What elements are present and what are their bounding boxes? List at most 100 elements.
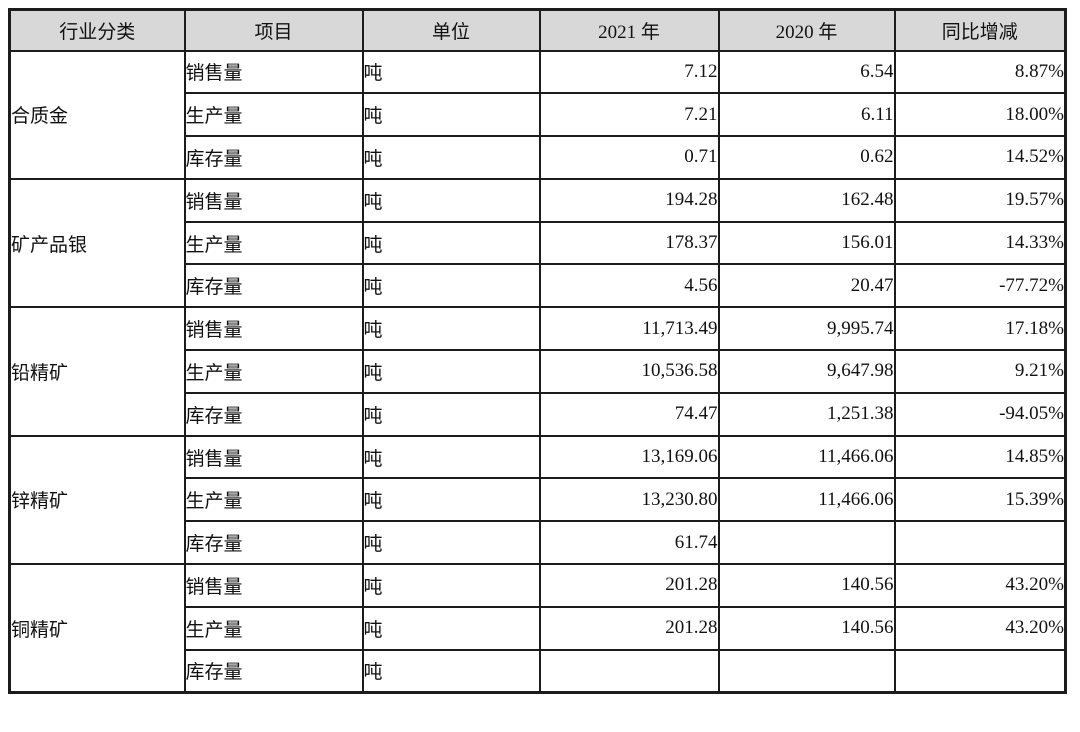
yoy-change-cell: 14.52% xyxy=(893,135,1067,180)
category-cell: 铅精矿 xyxy=(8,306,186,437)
category-cell: 锌精矿 xyxy=(8,434,186,566)
unit-cell: 吨 xyxy=(361,177,541,223)
value-2020-cell: 9,647.98 xyxy=(717,349,896,394)
unit-cell: 吨 xyxy=(361,49,541,95)
value-2020-cell: 0.62 xyxy=(717,135,896,180)
header-row: 行业分类 项目 单位 2021 年 2020 年 同比增减 xyxy=(8,8,1067,52)
header-yoy-change: 同比增减 xyxy=(893,8,1067,52)
yoy-change-cell xyxy=(893,648,1067,694)
yoy-change-cell: 9.21% xyxy=(893,349,1067,394)
table-row: 生产量吨 7.21 6.11 18.00% xyxy=(10,92,1067,138)
item-cell: 库存量 xyxy=(183,263,364,309)
yoy-change-cell: 15.39% xyxy=(893,477,1067,523)
yoy-change-cell: 8.87% xyxy=(893,49,1067,95)
value-2021-cell: 13,230.80 xyxy=(538,477,720,523)
unit-cell: 吨 xyxy=(361,605,541,651)
unit-cell: 吨 xyxy=(361,434,541,480)
unit-cell: 吨 xyxy=(361,135,541,180)
table-header: 行业分类 项目 单位 2021 年 2020 年 同比增减 xyxy=(8,8,1067,52)
unit-cell: 吨 xyxy=(361,648,541,694)
yoy-change-cell: 14.33% xyxy=(893,220,1067,266)
value-2020-cell: 9,995.74 xyxy=(717,306,896,352)
item-cell: 生产量 xyxy=(183,220,364,266)
item-cell: 库存量 xyxy=(183,391,364,437)
value-2020-cell: 20.47 xyxy=(717,263,896,309)
table-row: 库存量吨 xyxy=(10,648,1067,694)
value-2021-cell xyxy=(538,648,720,694)
table-row: 库存量吨 74.47 1,251.38 -94.05% xyxy=(10,391,1067,437)
value-2020-cell xyxy=(717,520,896,566)
yoy-change-cell: 17.18% xyxy=(893,306,1067,352)
unit-cell: 吨 xyxy=(361,520,541,566)
header-unit: 单位 xyxy=(361,8,541,52)
value-2021-cell: 178.37 xyxy=(538,220,720,266)
table-row: 库存量吨 4.56 20.47 -77.72% xyxy=(10,263,1067,309)
value-2020-cell: 140.56 xyxy=(717,563,896,608)
unit-cell: 吨 xyxy=(361,306,541,352)
table-row: 矿产品银 销售量吨 194.28 162.48 19.57% xyxy=(8,177,1067,309)
category-cell: 铜精矿 xyxy=(8,563,186,694)
value-2021-cell: 61.74 xyxy=(538,520,720,566)
yoy-change-cell xyxy=(893,520,1067,566)
category-cell: 矿产品银 xyxy=(8,177,186,309)
unit-cell: 吨 xyxy=(361,92,541,138)
item-cell: 生产量 xyxy=(183,477,364,523)
unit-cell: 吨 xyxy=(361,263,541,309)
value-2021-cell: 7.21 xyxy=(538,92,720,138)
value-2020-cell: 6.54 xyxy=(717,49,896,95)
yoy-change-cell: -94.05% xyxy=(893,391,1067,437)
table-body: 合质金 销售量吨 7.12 6.54 8.87% 生产量吨 7.21 6.11 18.00% 库存… xyxy=(8,49,1067,694)
item-cell: 库存量 xyxy=(183,135,364,180)
table-row: 生产量吨 178.37 156.01 14.33% xyxy=(10,220,1067,266)
yoy-change-cell: 18.00% xyxy=(893,92,1067,138)
value-2021-cell: 201.28 xyxy=(538,605,720,651)
yoy-change-cell: 14.85% xyxy=(893,434,1067,480)
item-cell: 销售量 xyxy=(183,177,364,223)
value-2020-cell: 140.56 xyxy=(717,605,896,651)
table-row: 库存量吨 0.71 0.62 14.52% xyxy=(10,135,1067,180)
item-cell: 生产量 xyxy=(183,349,364,394)
item-cell: 销售量 xyxy=(183,563,364,608)
table-row: 锌精矿 销售量吨 13,169.06 11,466.06 14.85% xyxy=(8,434,1067,566)
value-2021-cell: 10,536.58 xyxy=(538,349,720,394)
item-cell: 销售量 xyxy=(183,434,364,480)
category-cell: 合质金 xyxy=(8,49,186,180)
value-2021-cell: 201.28 xyxy=(538,563,720,608)
yoy-change-cell: 19.57% xyxy=(893,177,1067,223)
item-cell: 库存量 xyxy=(183,520,364,566)
unit-cell: 吨 xyxy=(361,391,541,437)
table-row: 合质金 销售量吨 7.12 6.54 8.87% xyxy=(8,49,1067,180)
value-2020-cell: 156.01 xyxy=(717,220,896,266)
table-row: 生产量吨 10,536.58 9,647.98 9.21% xyxy=(10,349,1067,394)
yoy-change-cell: 43.20% xyxy=(893,605,1067,651)
unit-cell: 吨 xyxy=(361,349,541,394)
yoy-change-cell: 43.20% xyxy=(893,563,1067,608)
table-row: 生产量吨 13,230.80 11,466.06 15.39% xyxy=(10,477,1067,523)
table-row: 铜精矿 销售量吨 201.28 140.56 43.20% xyxy=(8,563,1067,694)
header-item: 项目 xyxy=(183,8,364,52)
value-2021-cell: 13,169.06 xyxy=(538,434,720,480)
value-2020-cell: 11,466.06 xyxy=(717,477,896,523)
header-industry-category: 行业分类 xyxy=(8,8,186,52)
value-2021-cell: 194.28 xyxy=(538,177,720,223)
value-2020-cell: 6.11 xyxy=(717,92,896,138)
value-2020-cell: 162.48 xyxy=(717,177,896,223)
table-row: 库存量吨 61.74 xyxy=(10,520,1067,566)
value-2021-cell: 7.12 xyxy=(538,49,720,95)
table-row: 生产量吨 201.28 140.56 43.20% xyxy=(10,605,1067,651)
item-cell: 库存量 xyxy=(183,648,364,694)
value-2021-cell: 11,713.49 xyxy=(538,306,720,352)
item-cell: 生产量 xyxy=(183,605,364,651)
item-cell: 销售量 xyxy=(183,49,364,95)
header-year-2020: 2020 年 xyxy=(717,8,896,52)
value-2020-cell: 1,251.38 xyxy=(717,391,896,437)
value-2020-cell: 11,466.06 xyxy=(717,434,896,480)
value-2021-cell: 74.47 xyxy=(538,391,720,437)
header-year-2021: 2021 年 xyxy=(538,8,720,52)
yoy-change-cell: -77.72% xyxy=(893,263,1067,309)
unit-cell: 吨 xyxy=(361,563,541,608)
item-cell: 生产量 xyxy=(183,92,364,138)
table-row: 铅精矿 销售量吨 11,713.49 9,995.74 17.18% xyxy=(8,306,1067,437)
unit-cell: 吨 xyxy=(361,220,541,266)
